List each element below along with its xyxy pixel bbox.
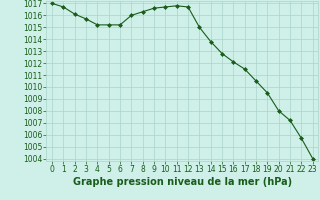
- X-axis label: Graphe pression niveau de la mer (hPa): Graphe pression niveau de la mer (hPa): [73, 177, 292, 187]
